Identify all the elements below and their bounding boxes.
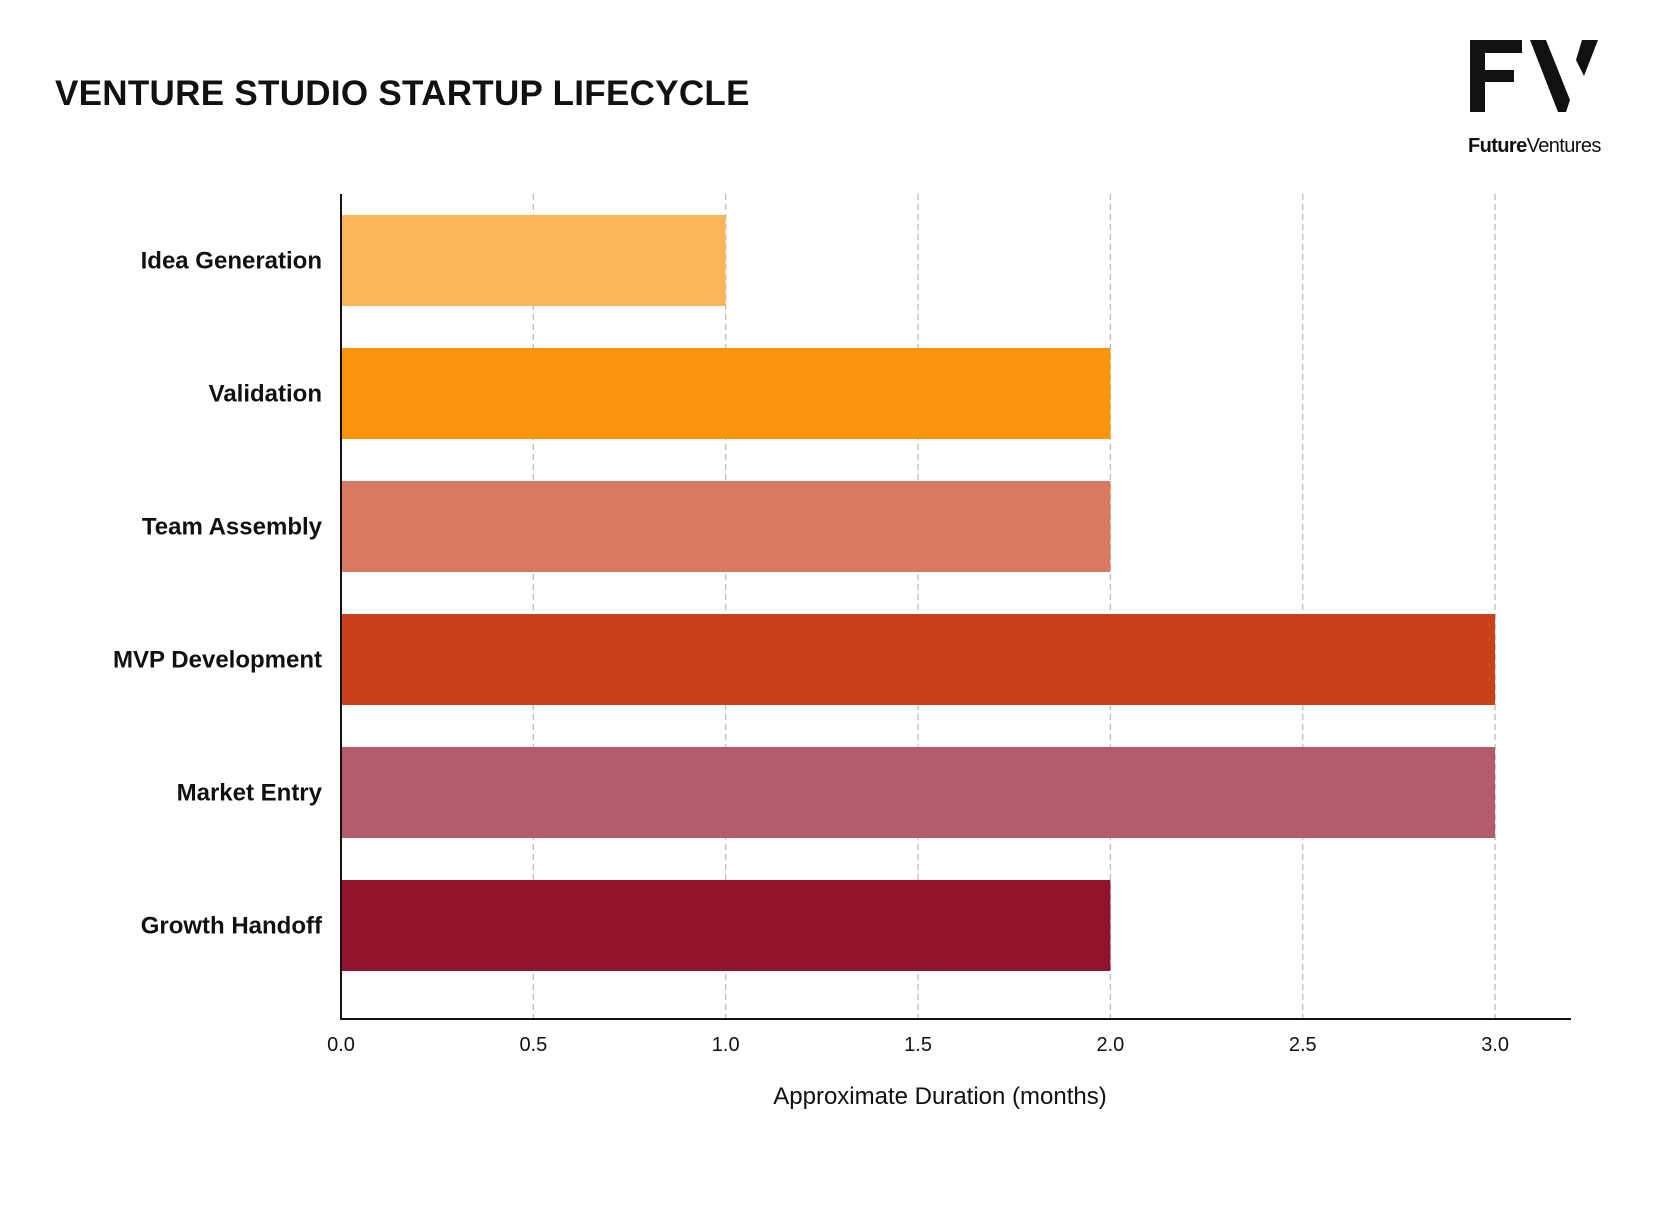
category-label: Team Assembly <box>142 514 323 541</box>
axes <box>340 194 1571 1020</box>
bar-idea-generation <box>341 215 726 306</box>
bar-market-entry <box>341 747 1496 838</box>
bar-team-assembly <box>341 481 1111 572</box>
x-tick-label: 1.0 <box>712 1034 740 1056</box>
grid-lines <box>532 194 1496 1019</box>
category-label: MVP Development <box>113 647 322 674</box>
x-tick-label: 0.0 <box>327 1034 355 1056</box>
bar-mvp-development <box>341 614 1496 705</box>
category-label: Growth Handoff <box>141 913 323 940</box>
category-labels: Idea Generation Validation Team Assembly MV… <box>113 248 323 940</box>
x-axis-title: Approximate Duration (months) <box>773 1083 1106 1110</box>
category-label: Idea Generation <box>141 248 322 275</box>
fv-logo-icon <box>1470 40 1598 112</box>
x-tick-label: 2.5 <box>1289 1034 1317 1056</box>
page-title: VENTURE STUDIO STARTUP LIFECYCLE <box>55 74 750 113</box>
bar-growth-handoff <box>341 880 1111 971</box>
bars <box>341 215 1496 971</box>
bar-validation <box>341 348 1111 439</box>
category-label: Market Entry <box>177 780 323 807</box>
logo-word-ventures: Ventures <box>1526 135 1602 157</box>
brand-logo: FutureVentures <box>1468 40 1608 165</box>
x-tick-label: 2.0 <box>1096 1034 1124 1056</box>
x-tick-label: 3.0 <box>1481 1034 1509 1056</box>
x-tick-labels: 0.0 0.5 1.0 1.5 2.0 2.5 3.0 <box>327 1034 1509 1056</box>
x-tick-label: 0.5 <box>519 1034 547 1056</box>
logo-word-future: Future <box>1468 135 1527 157</box>
logo-wordmark: FutureVentures <box>1468 135 1601 158</box>
category-label: Validation <box>209 381 322 408</box>
x-tick-label: 1.5 <box>904 1034 932 1056</box>
